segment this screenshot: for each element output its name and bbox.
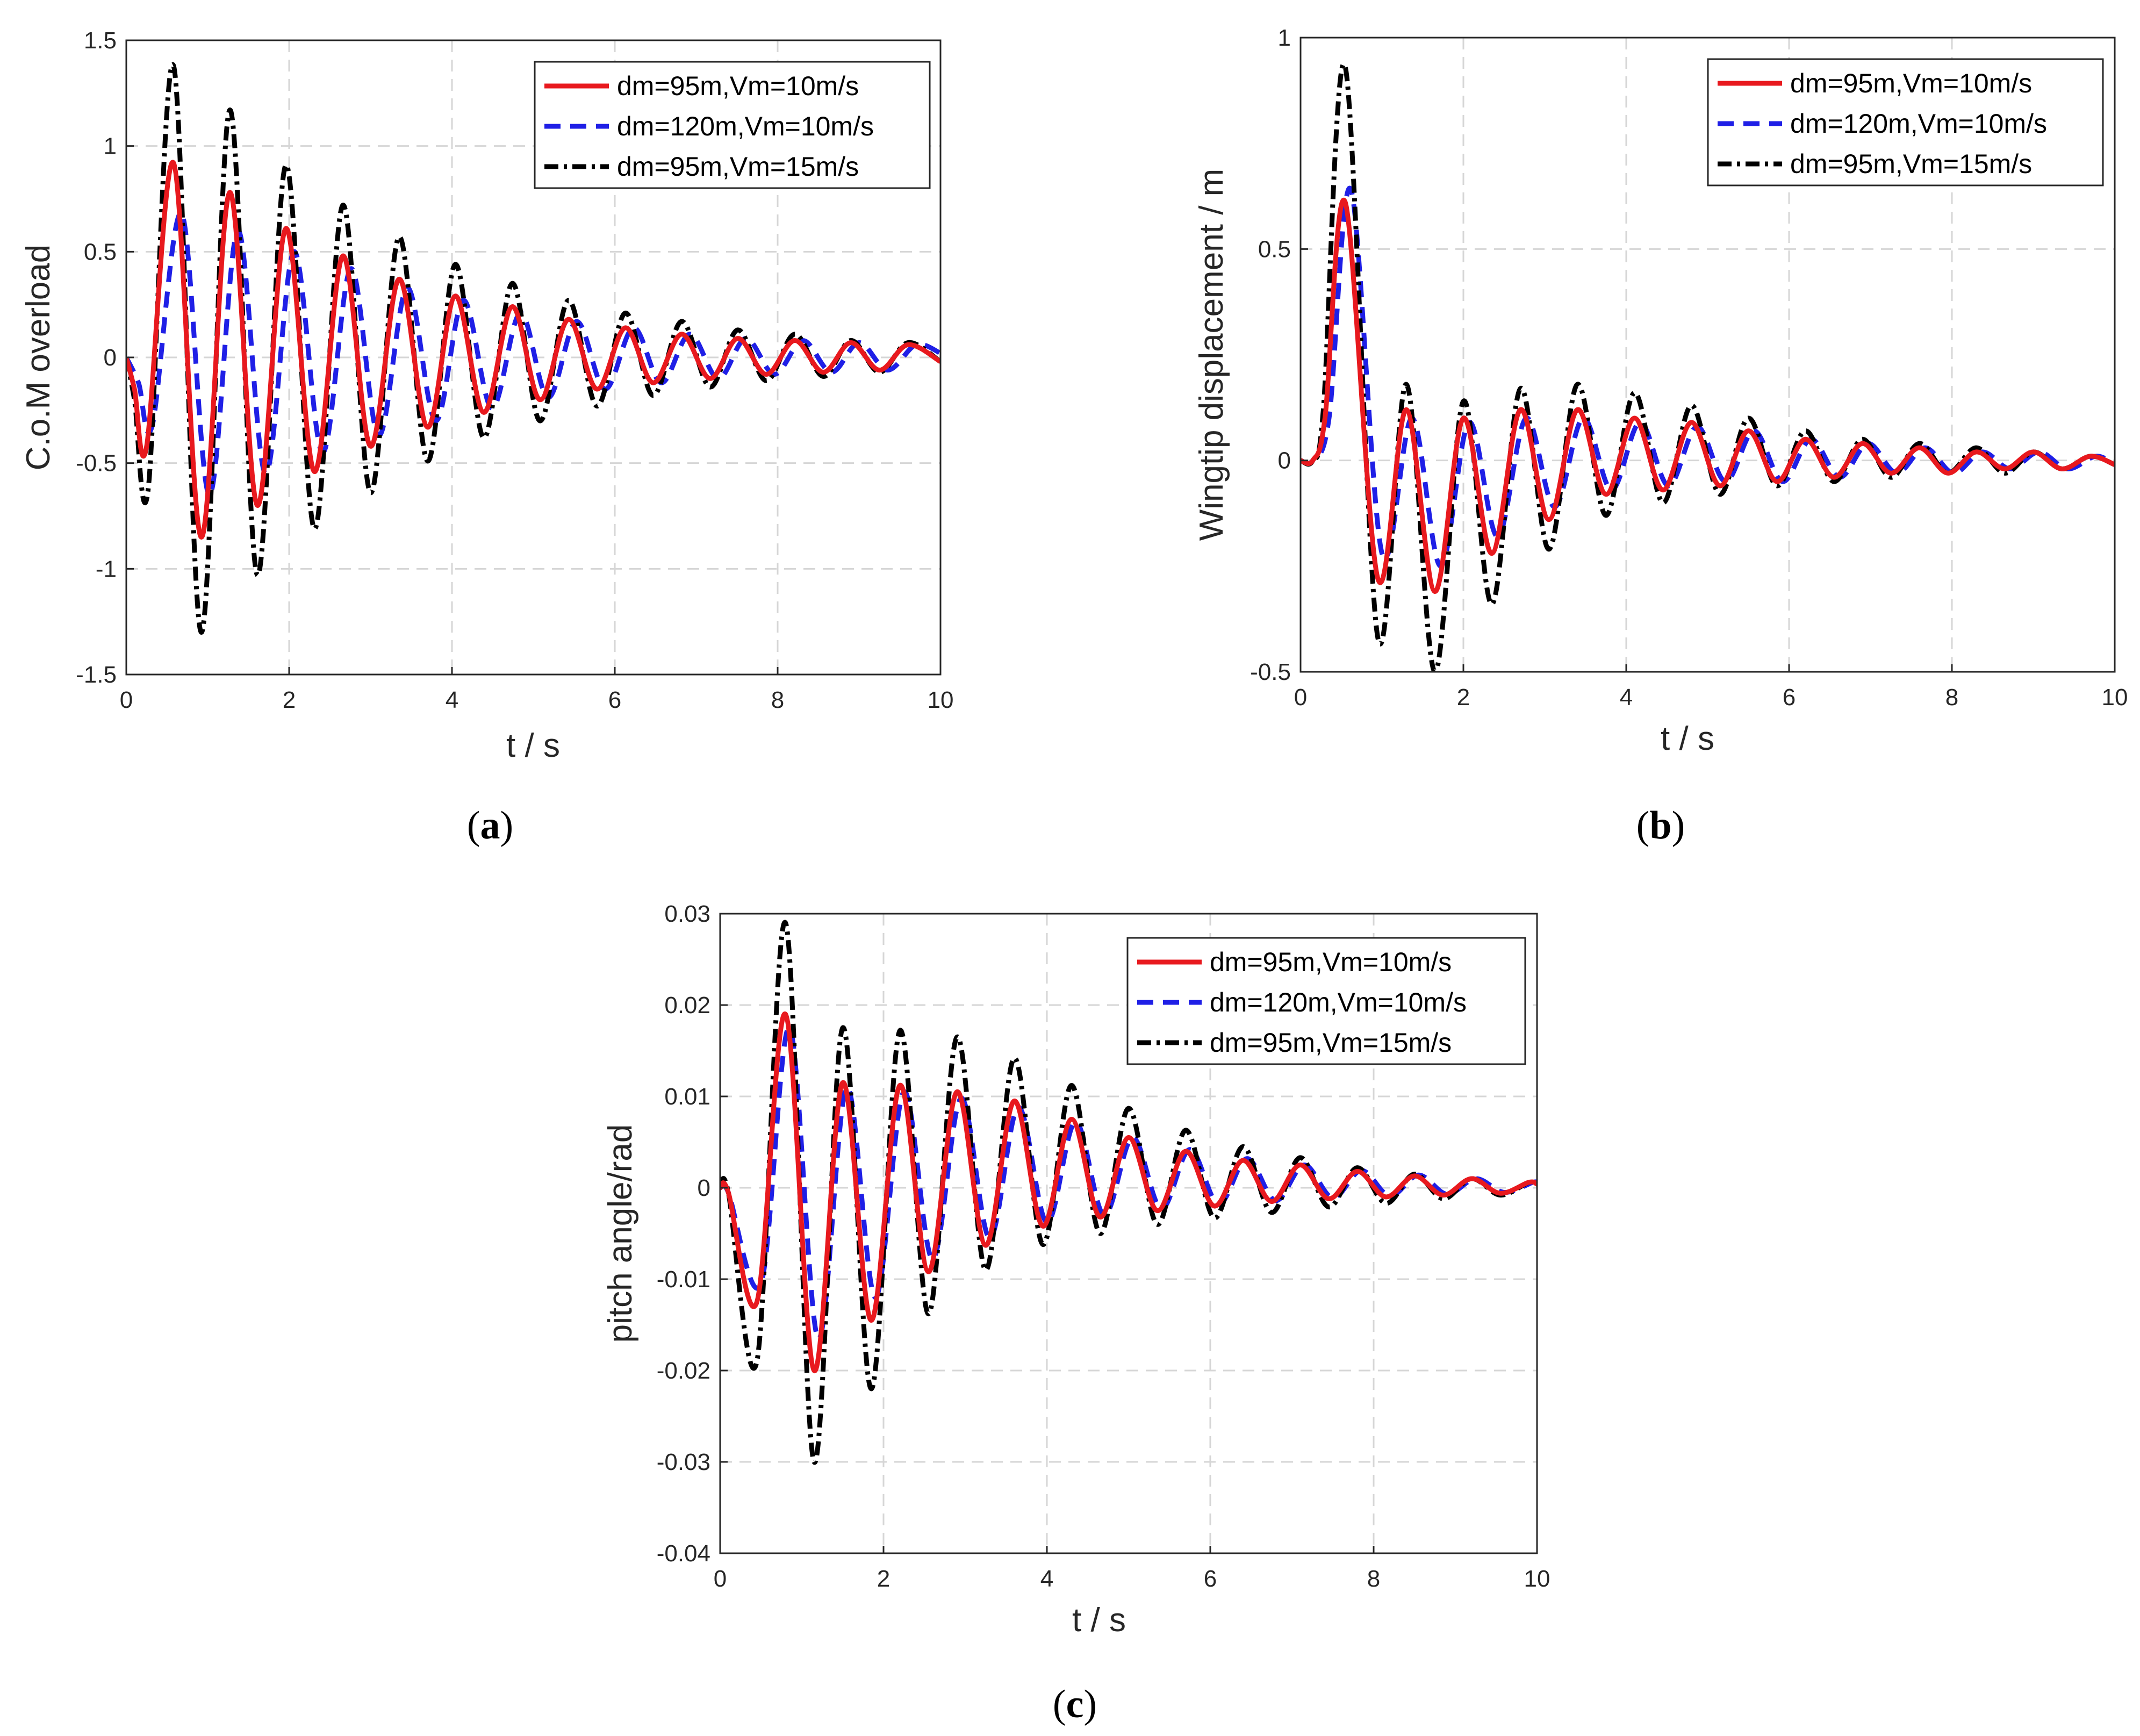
y-ticks-a: -1.5 -1 -0.5 0 0.5 1 1.5 [76, 27, 134, 688]
legend-entry-a-1: dm=120m,Vm=10m/s [617, 111, 874, 141]
panel-a: 0 2 4 6 8 10 -1.5 -1 -0.5 0 0.5 1 1.5 t / s C.o.M o… [20, 27, 953, 848]
y-ticks-c: -0.04 -0.03 -0.02 -0.01 0 0.01 0.02 0.03 [657, 901, 728, 1567]
legend-entry-b-2: dm=95m,Vm=15m/s [1790, 149, 2032, 179]
y-tick-label-c: 0.02 [664, 992, 710, 1018]
legend-entry-c-0: dm=95m,Vm=10m/s [1210, 947, 1452, 977]
y-tick-label-b: -0.5 [1250, 659, 1291, 685]
legend-entry-b-1: dm=120m,Vm=10m/s [1790, 109, 2047, 139]
y-tick-label-c: 0.03 [664, 901, 710, 927]
x-tick-label-b: 8 [1945, 684, 1958, 711]
x-ticks-b: 0 2 4 6 8 10 [1294, 664, 2128, 711]
legend-entry-a-2: dm=95m,Vm=15m/s [617, 152, 859, 182]
x-tick-label-c: 2 [877, 1566, 890, 1592]
y-tick-label-c: -0.04 [657, 1540, 710, 1567]
x-tick-label-b: 10 [2102, 684, 2128, 711]
x-tick-label-a: 10 [928, 687, 954, 713]
y-axis-label-a: C.o.M overload [20, 245, 57, 470]
x-tick-label-b: 4 [1620, 684, 1633, 711]
y-axis-label-c: pitch angle/rad [602, 1124, 639, 1343]
y-tick-label-c: -0.03 [657, 1449, 710, 1475]
x-tick-label-b: 2 [1457, 684, 1470, 711]
x-tick-label-b: 0 [1294, 684, 1307, 711]
panel-b: 0 2 4 6 8 10 -0.500.51 t / s Wingtip displace… [1193, 25, 2128, 848]
series-line-a-2 [126, 62, 940, 635]
y-tick-label-c: -0.02 [657, 1358, 710, 1384]
legend-entry-b-0: dm=95m,Vm=10m/s [1790, 68, 2032, 98]
x-tick-label-c: 10 [1524, 1566, 1550, 1592]
series-line-a-0 [126, 160, 940, 540]
y-tick-label-a: 0.5 [84, 239, 117, 265]
y-tick-label-a: 0 [104, 345, 117, 371]
y-tick-label-b: 0.5 [1258, 236, 1291, 262]
y-tick-label-c: -0.01 [657, 1266, 710, 1293]
caption-b: (b) [1636, 804, 1685, 848]
y-tick-label-b: 1 [1278, 25, 1291, 51]
legend-entry-c-1: dm=120m,Vm=10m/s [1210, 987, 1467, 1017]
x-tick-label-a: 0 [120, 687, 133, 713]
x-tick-label-c: 0 [714, 1566, 727, 1592]
legend-c: dm=95m,Vm=10m/s dm=120m,Vm=10m/s dm=95m,… [1126, 937, 1526, 1065]
y-tick-label-c: 0.01 [664, 1084, 710, 1110]
y-tick-label-a: -0.5 [76, 450, 117, 477]
axes-frame-b [1299, 37, 2116, 673]
y-tick-label-a: 1 [104, 133, 117, 160]
legend-entry-c-2: dm=95m,Vm=15m/s [1210, 1028, 1452, 1058]
series-line-c-0 [720, 1012, 1537, 1373]
series-line-c-1 [720, 1025, 1537, 1342]
x-axis-label-c: t / s [1072, 1602, 1126, 1639]
x-ticks-a: 0 2 4 6 8 10 [120, 667, 954, 713]
x-tick-label-a: 8 [771, 687, 784, 713]
x-axis-label-b: t / s [1661, 720, 1714, 757]
legend-entry-a-0: dm=95m,Vm=10m/s [617, 71, 859, 101]
x-tick-label-c: 4 [1040, 1566, 1053, 1592]
y-tick-label-a: -1 [96, 556, 117, 582]
caption-c: (c) [1053, 1682, 1097, 1726]
y-tick-label-a: 1.5 [84, 27, 117, 54]
panel-c: 0 2 4 6 8 10 -0.04 -0.03 -0.02 -0.01 0 0.01 0.02 0.0… [602, 901, 1550, 1726]
series-group-b [1301, 62, 2115, 672]
x-axis-label-a: t / s [506, 727, 560, 764]
y-tick-label-a: -1.5 [76, 662, 117, 688]
x-tick-label-c: 6 [1204, 1566, 1217, 1592]
series-group-a [126, 62, 940, 635]
legend-a: dm=95m,Vm=10m/s dm=120m,Vm=10m/s dm=95m,… [534, 61, 931, 189]
series-line-c-2 [720, 920, 1537, 1465]
axes-frame-c [719, 913, 1538, 1554]
x-tick-label-a: 6 [608, 687, 621, 713]
x-tick-label-a: 2 [283, 687, 296, 713]
y-ticks-b: -0.5 0 0.5 1 [1250, 25, 1308, 685]
x-tick-label-b: 6 [1783, 684, 1796, 711]
x-tick-label-c: 8 [1367, 1566, 1380, 1592]
series-line-b-0 [1301, 198, 2115, 594]
y-axis-label-b: Wingtip displacement / m [1193, 169, 1230, 541]
legend-b: dm=95m,Vm=10m/s dm=120m,Vm=10m/s dm=95m,… [1707, 58, 2104, 186]
x-ticks-c: 0 2 4 6 8 10 [714, 1546, 1550, 1592]
x-tick-label-a: 4 [446, 687, 458, 713]
series-group-c [720, 920, 1537, 1465]
y-tick-label-b: 0 [1278, 448, 1291, 474]
caption-a: (a) [467, 804, 513, 848]
y-tick-label-c: 0 [698, 1175, 710, 1201]
